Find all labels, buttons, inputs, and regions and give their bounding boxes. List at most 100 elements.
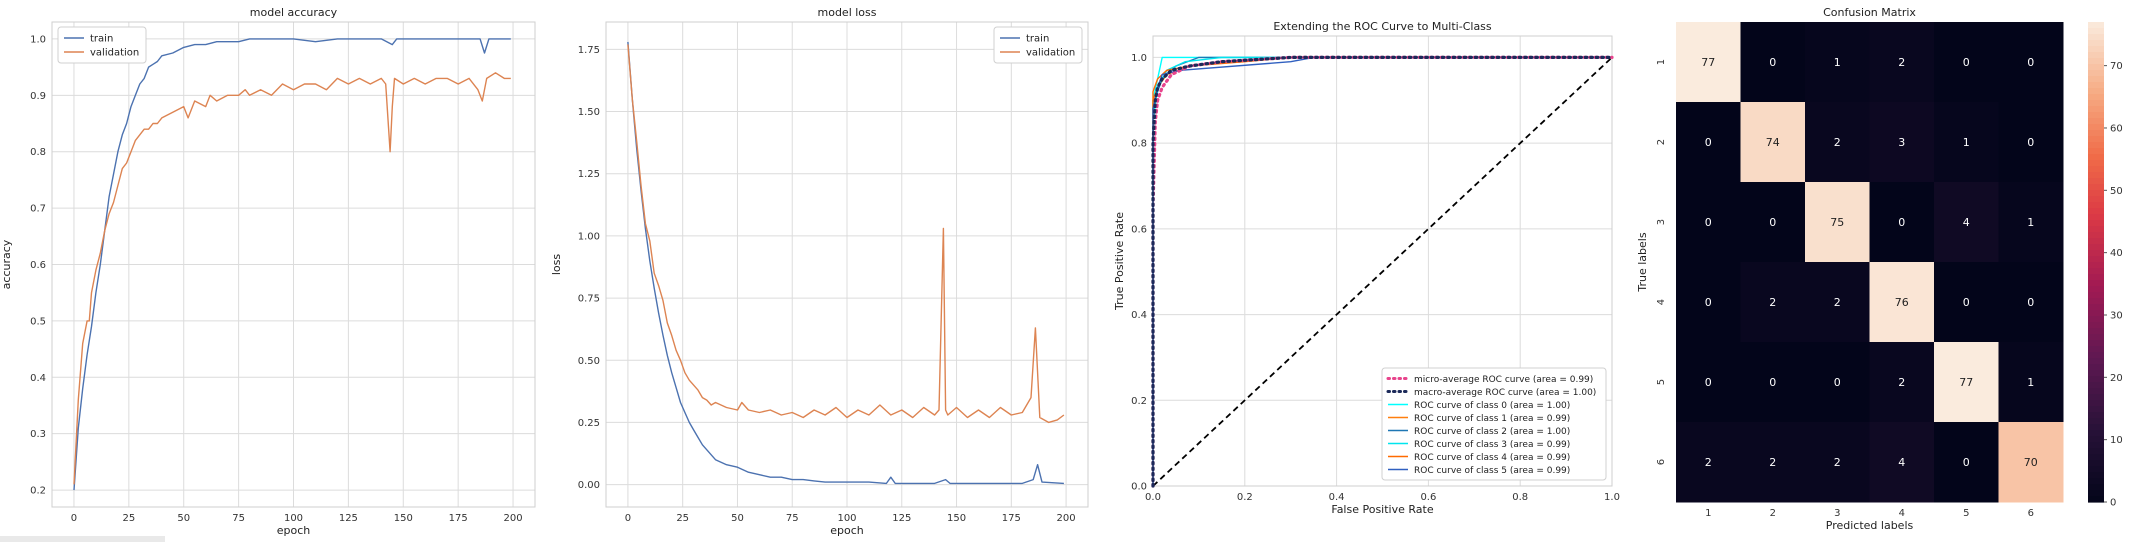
heatmap-cell bbox=[1676, 422, 1741, 503]
colorbar-segment bbox=[2088, 58, 2104, 65]
cell-value: 75 bbox=[1830, 216, 1844, 229]
y-tick-label: 0.6 bbox=[30, 260, 46, 271]
legend-label: ROC curve of class 2 (area = 1.00) bbox=[1414, 427, 1570, 437]
x-tick-label: 125 bbox=[892, 513, 911, 524]
cell-value: 2 bbox=[1898, 56, 1905, 69]
y-tick-label: 6 bbox=[1656, 459, 1667, 465]
cell-value: 0 bbox=[2027, 296, 2034, 309]
y-tick-label: 2 bbox=[1656, 139, 1667, 145]
colorbar-segment bbox=[2088, 472, 2104, 479]
colorbar-tick-label: 50 bbox=[2110, 186, 2123, 197]
legend-label: ROC curve of class 4 (area = 0.99) bbox=[1414, 453, 1570, 463]
colorbar-segment bbox=[2088, 376, 2104, 383]
legend-label: train bbox=[90, 34, 113, 45]
y-tick-label: 0.7 bbox=[30, 204, 46, 215]
legend-box bbox=[57, 26, 147, 64]
colorbar-segment bbox=[2088, 214, 2104, 221]
y-tick-label: 1 bbox=[1656, 59, 1667, 65]
legend-label: ROC curve of class 5 (area = 0.99) bbox=[1414, 466, 1570, 476]
y-tick-label: 1.0 bbox=[30, 34, 46, 45]
colorbar-segment bbox=[2088, 160, 2104, 167]
x-axis-label: epoch bbox=[277, 524, 311, 537]
colorbar-segment bbox=[2088, 346, 2104, 353]
colorbar-segment bbox=[2088, 334, 2104, 341]
heatmap-cell bbox=[1998, 102, 2064, 183]
colorbar-segment bbox=[2088, 136, 2104, 143]
colorbar-segment bbox=[2088, 460, 2104, 467]
chart-title: model accuracy bbox=[250, 6, 338, 19]
colorbar-segment bbox=[2088, 400, 2104, 407]
y-tick-label: 0.4 bbox=[1131, 310, 1147, 321]
y-tick-label: 0.2 bbox=[1131, 396, 1147, 407]
heatmap-cell bbox=[1998, 262, 2064, 343]
legend-box bbox=[993, 26, 1083, 64]
x-tick-label: 4 bbox=[1899, 508, 1905, 519]
x-axis-label: Predicted labels bbox=[1826, 519, 1914, 532]
chance-diagonal-line bbox=[1152, 56, 1613, 487]
colorbar-segment bbox=[2088, 64, 2104, 71]
colorbar-segment bbox=[2088, 124, 2104, 131]
chart-title: Confusion Matrix bbox=[1823, 6, 1916, 19]
colorbar-tick-label: 30 bbox=[2110, 310, 2123, 321]
colorbar-segment bbox=[2088, 322, 2104, 329]
legend-label: ROC curve of class 0 (area = 1.00) bbox=[1414, 401, 1570, 411]
colorbar-segment bbox=[2088, 382, 2104, 389]
cell-value: 2 bbox=[1769, 296, 1776, 309]
cell-value: 0 bbox=[1705, 296, 1712, 309]
heatmap-cell bbox=[1676, 342, 1741, 423]
x-tick-label: 125 bbox=[339, 513, 358, 524]
y-tick-label: 1.50 bbox=[578, 107, 600, 118]
y-tick-label: 5 bbox=[1656, 379, 1667, 385]
cell-value: 0 bbox=[1769, 376, 1776, 389]
cell-value: 0 bbox=[2027, 56, 2034, 69]
cell-value: 1 bbox=[1963, 136, 1970, 149]
colorbar-segment bbox=[2088, 118, 2104, 125]
colorbar-segment bbox=[2088, 154, 2104, 161]
colorbar-segment bbox=[2088, 262, 2104, 269]
heatmap-cell bbox=[1740, 262, 1806, 343]
colorbar-segment bbox=[2088, 112, 2104, 119]
colorbar-segment bbox=[2088, 184, 2104, 191]
cell-value: 2 bbox=[1898, 376, 1905, 389]
y-tick-label: 1.75 bbox=[578, 45, 600, 56]
heatmap-cell bbox=[1740, 22, 1806, 103]
colorbar-segment bbox=[2088, 34, 2104, 41]
cell-value: 3 bbox=[1898, 136, 1905, 149]
colorbar-segment bbox=[2088, 172, 2104, 179]
colorbar-segment bbox=[2088, 250, 2104, 257]
cell-value: 77 bbox=[1701, 56, 1715, 69]
x-tick-label: 6 bbox=[2028, 508, 2034, 519]
y-tick-label: 0.9 bbox=[30, 91, 46, 102]
x-tick-label: 75 bbox=[786, 513, 799, 524]
colorbar-segment bbox=[2088, 490, 2104, 497]
x-tick-label: 50 bbox=[177, 513, 190, 524]
colorbar-segment bbox=[2088, 430, 2104, 437]
legend-label: train bbox=[1026, 34, 1049, 45]
x-tick-label: 5 bbox=[1963, 508, 1969, 519]
colorbar-tick-label: 70 bbox=[2110, 61, 2123, 72]
cell-value: 0 bbox=[1705, 136, 1712, 149]
x-tick-label: 75 bbox=[232, 513, 245, 524]
colorbar-segment bbox=[2088, 220, 2104, 227]
x-axis-label: epoch bbox=[830, 524, 864, 537]
legend-label: validation bbox=[1026, 48, 1075, 59]
x-tick-label: 100 bbox=[837, 513, 856, 524]
legend-label: micro-average ROC curve (area = 0.99) bbox=[1414, 375, 1593, 385]
heatmap-cell bbox=[1934, 182, 1999, 263]
series-line-1 bbox=[73, 72, 511, 485]
y-tick-label: 0.8 bbox=[30, 147, 46, 158]
x-tick-label: 0 bbox=[625, 513, 631, 524]
chart-2: 0.0 0.2 0.4 0.6 0.8 1.0 0.0 0.2 0.4 0.6 0.8 1.0 Exte… bbox=[1113, 20, 1620, 516]
colorbar-segment bbox=[2088, 106, 2104, 113]
y-axis-label: True Positive Rate bbox=[1113, 212, 1126, 311]
heatmap-cell bbox=[1869, 422, 1935, 503]
x-axis-label: False Positive Rate bbox=[1331, 503, 1433, 516]
x-tick-label: 200 bbox=[1057, 513, 1076, 524]
colorbar-segment bbox=[2088, 328, 2104, 335]
colorbar-segment bbox=[2088, 280, 2104, 287]
colorbar-tick-label: 0 bbox=[2110, 498, 2116, 509]
colorbar-segment bbox=[2088, 52, 2104, 59]
heatmap-cell bbox=[1934, 262, 1999, 343]
cell-value: 2 bbox=[1705, 456, 1712, 469]
